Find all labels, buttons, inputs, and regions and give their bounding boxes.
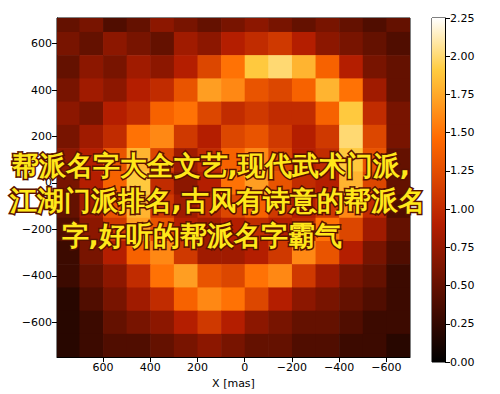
svg-text:1.75: 1.75 — [450, 88, 475, 101]
svg-text:0: 0 — [241, 361, 248, 374]
svg-text:X [mas]: X [mas] — [212, 377, 255, 390]
svg-text:−400: −400 — [22, 269, 52, 282]
svg-text:200: 200 — [187, 361, 208, 374]
svg-text:2.00: 2.00 — [450, 50, 475, 63]
svg-text:600: 600 — [93, 361, 114, 374]
svg-text:0.50: 0.50 — [450, 279, 475, 292]
svg-text:400: 400 — [140, 361, 161, 374]
svg-text:−200: −200 — [277, 361, 307, 374]
svg-text:200: 200 — [31, 130, 52, 143]
svg-text:江湖门派排名,古风有诗意的帮派名: 江湖门派排名,古风有诗意的帮派名 — [9, 185, 425, 216]
svg-text:0.25: 0.25 — [450, 317, 475, 330]
svg-text:600: 600 — [31, 37, 52, 50]
svg-text:−200: −200 — [22, 223, 52, 236]
svg-text:字,好听的帮派名字霸气: 字,好听的帮派名字霸气 — [62, 220, 342, 251]
svg-text:2.25: 2.25 — [450, 12, 475, 25]
svg-text:400: 400 — [31, 84, 52, 97]
svg-text:−600: −600 — [371, 361, 401, 374]
svg-text:0.75: 0.75 — [450, 241, 475, 254]
svg-text:1.25: 1.25 — [450, 164, 475, 177]
svg-text:1.50: 1.50 — [450, 126, 475, 139]
svg-text:−400: −400 — [324, 361, 354, 374]
svg-text:1.00: 1.00 — [450, 203, 475, 216]
svg-text:帮派名字大全文艺,现代武术门派,: 帮派名字大全文艺,现代武术门派, — [11, 150, 411, 181]
svg-text:−600: −600 — [22, 316, 52, 329]
svg-text:0.00: 0.00 — [450, 356, 475, 369]
